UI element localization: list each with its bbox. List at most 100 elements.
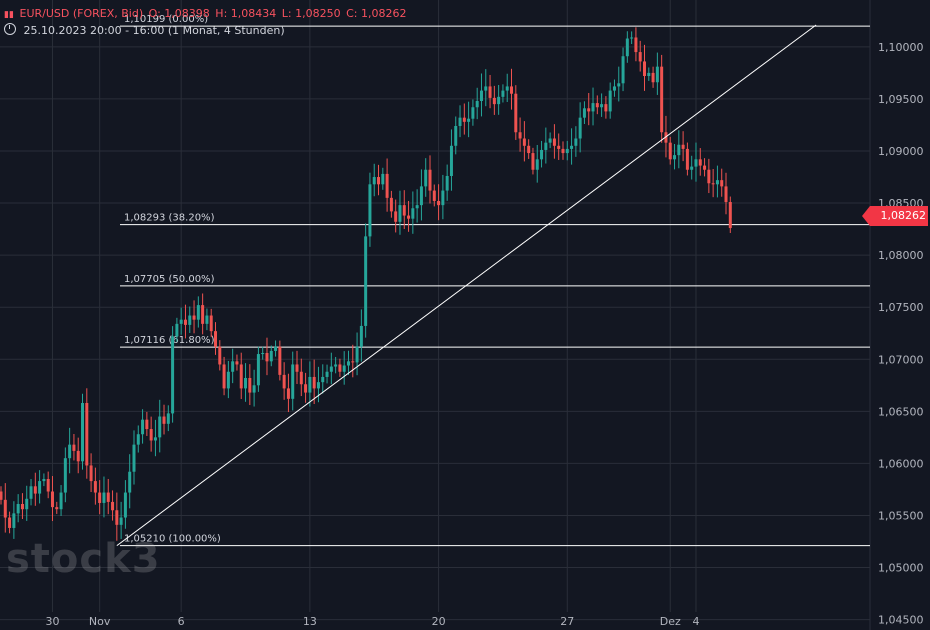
- candle-body: [342, 365, 346, 372]
- candle-body: [664, 132, 668, 143]
- candle-body: [321, 376, 325, 383]
- candle-body: [595, 103, 599, 108]
- candle-body: [385, 173, 389, 198]
- candle-body: [694, 159, 698, 167]
- candle-body: [158, 416, 162, 438]
- candle-body: [372, 177, 376, 185]
- candle-body: [415, 205, 419, 209]
- candle-body: [617, 83, 621, 87]
- price-tick-label: 1,09500: [878, 93, 924, 106]
- candle-body: [192, 315, 196, 320]
- price-tick-label: 1,07000: [878, 353, 924, 366]
- candle-body: [690, 166, 694, 170]
- candle-body: [497, 96, 501, 105]
- candle-body: [548, 138, 552, 143]
- candle-body: [643, 61, 646, 77]
- price-tick-label: 1,05000: [878, 562, 924, 575]
- candle-body: [565, 148, 569, 154]
- candle-body: [145, 419, 149, 430]
- time-tick-label: 6: [178, 615, 185, 628]
- candle-body: [72, 444, 76, 451]
- candle-body: [25, 498, 29, 510]
- candle-body: [329, 366, 333, 372]
- time-axis: 30 Nov 6 13 20 27 Dez 4: [45, 615, 699, 628]
- candle-body: [218, 346, 222, 365]
- candle-body: [677, 144, 681, 156]
- candle-body: [98, 492, 102, 503]
- candle-body: [81, 402, 85, 462]
- candle-body: [201, 305, 205, 324]
- candle-body: [286, 388, 290, 399]
- candle-body: [681, 144, 685, 149]
- candle-body: [437, 200, 441, 206]
- price-tick-label: 1,04500: [878, 614, 924, 627]
- candle-body: [359, 325, 363, 347]
- bars-icon: ▮▮: [4, 10, 14, 20]
- candle-body: [299, 371, 303, 385]
- candle-body: [214, 331, 217, 347]
- candle-body: [351, 361, 355, 363]
- candle-body: [85, 402, 89, 466]
- candle-body: [544, 142, 548, 150]
- candle-body: [527, 145, 531, 154]
- candle-body: [304, 384, 308, 393]
- candle-body: [63, 458, 67, 493]
- candle-body: [703, 165, 707, 170]
- candle-body: [239, 364, 243, 389]
- candle-body: [50, 491, 54, 508]
- symbol-name[interactable]: EUR/USD (FOREX, Bid): [19, 7, 144, 20]
- candle-body: [647, 72, 651, 77]
- candle-body: [364, 236, 368, 326]
- candle-body: [608, 90, 612, 112]
- candle-body: [368, 184, 372, 237]
- candle-body: [673, 155, 677, 160]
- candle-body: [231, 361, 235, 372]
- candle-body: [59, 492, 63, 510]
- candle-body: [582, 108, 586, 118]
- symbol-header: ▮▮ EUR/USD (FOREX, Bid) O: 1,08398 H: 1,…: [4, 7, 406, 22]
- candle-body: [449, 145, 453, 176]
- fib-level-label: 1,05210 (100.00%): [124, 534, 221, 545]
- candle-body: [244, 378, 248, 389]
- candle-body: [282, 374, 286, 389]
- candle-body: [55, 507, 59, 510]
- candle-body: [265, 353, 269, 362]
- candle-body: [501, 90, 505, 97]
- candle-body: [711, 183, 715, 185]
- fib-level-label: 1,10199 (0.00%): [124, 14, 208, 25]
- candle-body: [123, 492, 127, 518]
- candle-body: [698, 159, 702, 166]
- candle-body: [128, 471, 132, 493]
- candle-body: [381, 173, 385, 185]
- price-tick-label: 1,09000: [878, 145, 924, 158]
- candle-body: [93, 481, 97, 493]
- candle-body: [398, 205, 402, 222]
- candle-body: [535, 159, 539, 170]
- candle-body: [278, 346, 282, 375]
- candle-body: [621, 56, 625, 84]
- fibonacci-retracement: 1,10199 (0.00%) 1,08293 (38.20%) 1,07705 (…: [120, 14, 870, 547]
- trendline-segment[interactable]: [116, 24, 817, 547]
- candle-body: [115, 510, 119, 525]
- candlestick-series: [0, 27, 732, 541]
- candle-body: [724, 186, 728, 203]
- candle-body: [8, 517, 12, 528]
- candle-body: [16, 504, 20, 514]
- time-tick-label: 13: [303, 615, 317, 628]
- candle-body: [222, 364, 226, 389]
- candle-body: [557, 145, 561, 149]
- price-tick-label: 1,08000: [878, 249, 924, 262]
- price-tick-label: 1,05500: [878, 509, 924, 522]
- candle-body: [634, 37, 638, 53]
- candle-body: [561, 148, 565, 154]
- candle-body: [33, 486, 37, 494]
- candle-body: [334, 364, 338, 367]
- candle-body: [574, 138, 578, 146]
- fib-level-label: 1,07705 (50.00%): [124, 274, 215, 285]
- candle-body: [428, 169, 432, 191]
- candle-body: [488, 86, 492, 98]
- candle-body: [655, 66, 659, 83]
- candle-body: [89, 465, 93, 482]
- candle-body: [338, 364, 342, 372]
